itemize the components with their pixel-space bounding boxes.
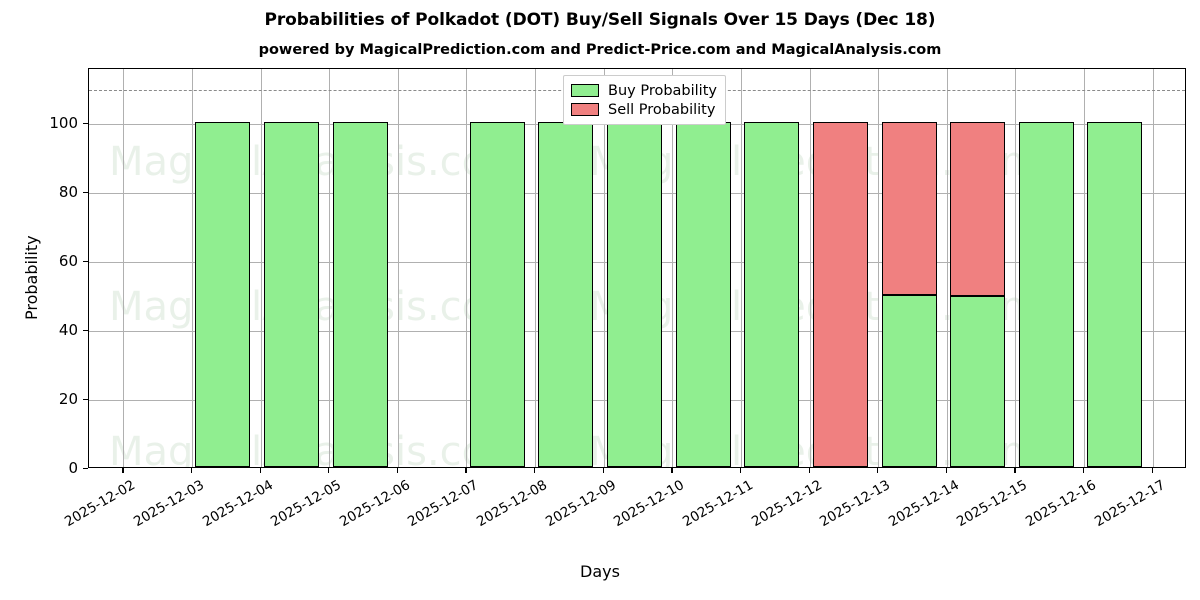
y-tick-label: 60 (58, 252, 78, 271)
y-tick-mark (83, 192, 88, 194)
x-tick-mark (190, 468, 193, 473)
page-title: Probabilities of Polkadot (DOT) Buy/Sell… (264, 10, 936, 30)
bar-group[interactable] (950, 69, 1006, 467)
y-tick-mark (83, 468, 88, 470)
legend-item[interactable]: Sell Probability (571, 100, 717, 119)
gridline-vertical (740, 69, 742, 467)
x-tick-mark (945, 468, 948, 473)
x-tick-mark (122, 468, 124, 473)
bar-segment-buy[interactable] (675, 122, 731, 467)
legend-swatch-buy (571, 84, 599, 97)
legend-swatch-sell (571, 103, 599, 116)
gridline-vertical (878, 69, 880, 467)
gridline-vertical (1015, 69, 1017, 467)
y-tick-label: 40 (58, 321, 78, 340)
gridline-vertical (123, 69, 125, 467)
x-tick-mark (808, 468, 810, 473)
bar-group[interactable] (607, 69, 662, 467)
bar-segment-buy[interactable] (607, 122, 662, 467)
gridline-vertical (809, 69, 811, 467)
gridline-vertical (1152, 69, 1154, 467)
bar-group[interactable] (881, 69, 937, 467)
y-tick-label: 0 (68, 459, 78, 477)
bar-group[interactable] (195, 69, 251, 467)
bar-segment-sell[interactable] (812, 122, 868, 467)
gridline-vertical (535, 69, 537, 467)
bar-group[interactable] (812, 69, 868, 467)
legend-item[interactable]: Buy Probability (571, 81, 717, 100)
gridline-vertical (1084, 69, 1086, 467)
legend-label: Sell Probability (608, 101, 716, 118)
legend-label: Buy Probability (608, 82, 717, 99)
gridline-vertical (946, 69, 948, 467)
y-tick-label: 20 (58, 390, 78, 409)
y-tick-mark (83, 330, 88, 332)
gridline-vertical (191, 69, 193, 467)
gridline-vertical (672, 69, 674, 467)
bar-segment-buy[interactable] (195, 122, 251, 467)
bar-group[interactable] (675, 69, 731, 467)
bar-segment-sell[interactable] (950, 122, 1006, 297)
gridline-vertical (466, 69, 468, 467)
x-tick-mark (1083, 468, 1085, 473)
gridline-vertical (329, 69, 331, 467)
x-tick-mark (1014, 468, 1016, 473)
x-tick-mark (877, 468, 879, 473)
bar-group[interactable] (1018, 69, 1074, 467)
plot-area: MagicalAnalysis.comMagicalPrediction.com… (88, 68, 1186, 468)
bar-segment-sell[interactable] (881, 122, 937, 295)
x-tick-mark (739, 468, 742, 473)
bar-segment-buy[interactable] (950, 296, 1006, 467)
bar-group[interactable] (469, 69, 525, 467)
y-axis-label: Probability (22, 235, 41, 320)
bar-segment-buy[interactable] (744, 122, 800, 467)
x-tick-mark (1151, 468, 1153, 473)
y-tick-mark (83, 123, 88, 125)
bar-group[interactable] (1087, 69, 1143, 467)
y-tick-mark (83, 261, 88, 263)
y-tick-label: 80 (58, 183, 78, 202)
bar-group[interactable] (538, 69, 594, 467)
y-tick-mark (83, 399, 88, 401)
x-tick-mark (396, 468, 399, 473)
x-tick-mark (671, 468, 673, 473)
x-tick-mark (328, 468, 330, 473)
bar-group[interactable] (744, 69, 800, 467)
x-tick-mark (534, 468, 536, 473)
bar-segment-buy[interactable] (538, 122, 594, 467)
bar-segment-buy[interactable] (1087, 122, 1143, 467)
bar-group[interactable] (332, 69, 388, 467)
chart-subtitle: powered by MagicalPrediction.com and Pre… (258, 42, 942, 58)
x-tick-mark (465, 468, 467, 473)
gridline-vertical (603, 69, 605, 467)
y-tick-label: 100 (49, 114, 78, 133)
x-tick-mark (602, 468, 604, 473)
gridline-vertical (260, 69, 262, 467)
bar-segment-buy[interactable] (1018, 122, 1074, 467)
bar-segment-buy[interactable] (881, 294, 937, 467)
bar-segment-buy[interactable] (332, 122, 388, 467)
chart-legend[interactable]: Buy Probability Sell Probability (563, 75, 726, 125)
bar-group[interactable] (263, 69, 319, 467)
gridline-vertical (397, 69, 399, 467)
x-tick-mark (259, 468, 261, 473)
bar-segment-buy[interactable] (263, 122, 319, 467)
bar-segment-buy[interactable] (469, 122, 525, 467)
x-axis-label: Days (580, 562, 620, 581)
